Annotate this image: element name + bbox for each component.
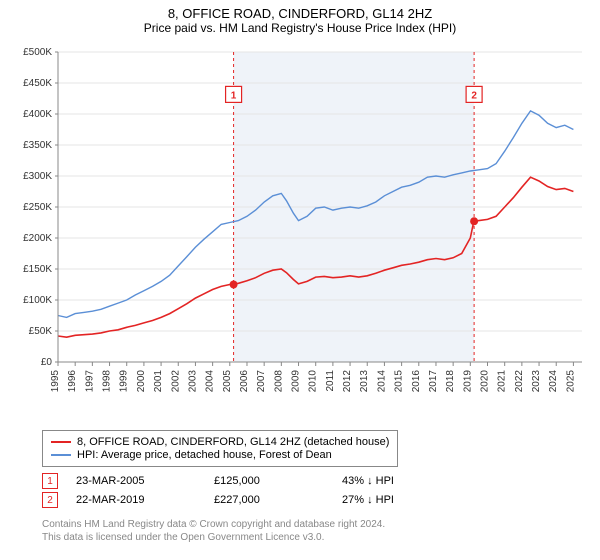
- svg-text:2008: 2008: [273, 370, 284, 393]
- sale-price: £227,000: [214, 494, 324, 506]
- sales-table: 1 23-MAR-2005 £125,000 43% ↓ HPI 2 22-MAR-201…: [42, 470, 452, 511]
- svg-text:£350K: £350K: [23, 140, 52, 151]
- legend-label: HPI: Average price, detached house, Fore…: [77, 449, 332, 461]
- svg-text:2021: 2021: [497, 370, 508, 393]
- chart-subtitle: Price paid vs. HM Land Registry's House …: [0, 21, 600, 39]
- svg-text:2012: 2012: [342, 370, 353, 393]
- svg-text:1998: 1998: [102, 370, 113, 393]
- svg-text:2015: 2015: [394, 370, 405, 393]
- sale-row: 2 22-MAR-2019 £227,000 27% ↓ HPI: [42, 492, 452, 508]
- sale-price: £125,000: [214, 475, 324, 487]
- svg-text:2025: 2025: [565, 370, 576, 393]
- svg-text:2006: 2006: [239, 370, 250, 393]
- svg-text:2004: 2004: [205, 370, 216, 393]
- svg-text:2023: 2023: [531, 370, 542, 393]
- svg-text:2014: 2014: [376, 370, 387, 393]
- footer-line-2: This data is licensed under the Open Gov…: [42, 531, 385, 544]
- svg-text:2022: 2022: [514, 370, 525, 393]
- svg-text:£250K: £250K: [23, 202, 52, 213]
- svg-text:2024: 2024: [548, 370, 559, 393]
- svg-text:£400K: £400K: [23, 109, 52, 120]
- svg-text:£300K: £300K: [23, 171, 52, 182]
- svg-text:2017: 2017: [428, 370, 439, 393]
- legend-item: 8, OFFICE ROAD, CINDERFORD, GL14 2HZ (de…: [51, 436, 389, 448]
- svg-text:£200K: £200K: [23, 233, 52, 244]
- svg-text:£100K: £100K: [23, 295, 52, 306]
- svg-text:2016: 2016: [411, 370, 422, 393]
- svg-text:1996: 1996: [67, 370, 78, 393]
- legend-item: HPI: Average price, detached house, Fore…: [51, 449, 389, 461]
- svg-text:£450K: £450K: [23, 78, 52, 89]
- sale-marker-box: 2: [42, 492, 58, 508]
- legend-swatch: [51, 441, 71, 443]
- svg-text:2018: 2018: [445, 370, 456, 393]
- svg-text:2001: 2001: [153, 370, 164, 393]
- chart-svg: £0 £50K £100K £150K £200K £250K £300K £350K £400…: [10, 46, 590, 416]
- chart-container: 8, OFFICE ROAD, CINDERFORD, GL14 2HZ Pri…: [0, 0, 600, 560]
- svg-text:£0: £0: [41, 357, 53, 368]
- sale-date: 22-MAR-2019: [76, 494, 196, 506]
- svg-text:2005: 2005: [222, 370, 233, 393]
- sale-row: 1 23-MAR-2005 £125,000 43% ↓ HPI: [42, 473, 452, 489]
- svg-text:2007: 2007: [256, 370, 267, 393]
- sale-date: 23-MAR-2005: [76, 475, 196, 487]
- svg-text:£50K: £50K: [29, 326, 53, 337]
- legend-swatch: [51, 454, 71, 456]
- svg-text:2011: 2011: [325, 370, 336, 392]
- svg-text:1995: 1995: [50, 370, 61, 393]
- sale-delta: 43% ↓ HPI: [342, 475, 452, 487]
- svg-text:2019: 2019: [462, 370, 473, 393]
- svg-text:1999: 1999: [119, 370, 130, 393]
- legend: 8, OFFICE ROAD, CINDERFORD, GL14 2HZ (de…: [42, 430, 398, 467]
- sale-marker-box: 1: [42, 473, 58, 489]
- svg-text:2010: 2010: [308, 370, 319, 393]
- sale-delta: 27% ↓ HPI: [342, 494, 452, 506]
- legend-label: 8, OFFICE ROAD, CINDERFORD, GL14 2HZ (de…: [77, 436, 389, 448]
- footer-attribution: Contains HM Land Registry data © Crown c…: [42, 518, 385, 544]
- svg-text:2003: 2003: [187, 370, 198, 393]
- svg-text:£150K: £150K: [23, 264, 52, 275]
- svg-text:2: 2: [471, 90, 477, 101]
- chart-plot-area: £0 £50K £100K £150K £200K £250K £300K £350K £400…: [10, 46, 590, 416]
- svg-text:2009: 2009: [291, 370, 302, 393]
- svg-text:2002: 2002: [170, 370, 181, 393]
- svg-text:1997: 1997: [84, 370, 95, 393]
- chart-title: 8, OFFICE ROAD, CINDERFORD, GL14 2HZ: [0, 0, 600, 21]
- footer-line-1: Contains HM Land Registry data © Crown c…: [42, 518, 385, 531]
- svg-text:2013: 2013: [359, 370, 370, 393]
- svg-text:£500K: £500K: [23, 47, 52, 58]
- svg-text:2020: 2020: [480, 370, 491, 393]
- svg-text:2000: 2000: [136, 370, 147, 393]
- svg-text:1: 1: [231, 90, 237, 101]
